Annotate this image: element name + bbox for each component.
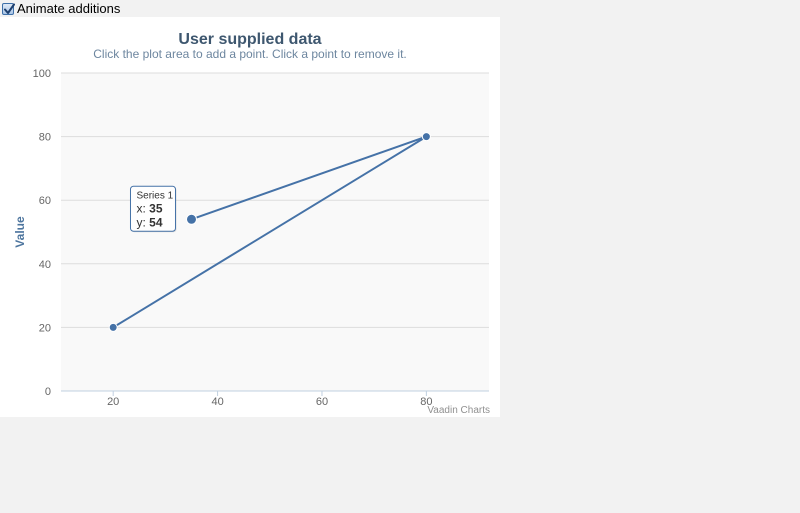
- tooltip-y-row: y: 54: [136, 215, 162, 229]
- data-point[interactable]: [185, 213, 197, 225]
- tooltip: Series 1x: 35y: 54: [129, 185, 177, 233]
- x-tick-label: 40: [211, 396, 223, 408]
- tooltip-x-row: x: 35: [136, 201, 162, 215]
- checkmark-icon: [4, 3, 15, 14]
- y-tick-label: 80: [39, 132, 51, 144]
- x-tick-label: 20: [107, 396, 119, 408]
- tooltip-box: [129, 185, 176, 232]
- toolbar: Animate additions: [0, 0, 120, 17]
- animate-additions-label: Animate additions: [17, 1, 121, 16]
- chart-svg: User supplied data Click the plot area t…: [13, 31, 490, 416]
- x-tick-label: 80: [420, 396, 432, 408]
- animate-additions-checkbox[interactable]: [2, 2, 15, 15]
- y-tick-label: 60: [39, 195, 51, 207]
- tooltip-series-label: Series 1: [136, 190, 173, 201]
- axes: 0 20 40 60 80 100 20 40 60 80: [33, 68, 433, 408]
- data-point[interactable]: [421, 132, 431, 142]
- plot-area[interactable]: [61, 73, 489, 391]
- y-axis-title: Value: [13, 216, 27, 248]
- x-tick-label: 60: [316, 396, 328, 408]
- chart-subtitle: Click the plot area to add a point. Clic…: [93, 47, 407, 61]
- series-layer: [108, 132, 431, 332]
- data-point[interactable]: [108, 322, 118, 332]
- y-tick-label: 40: [39, 259, 51, 271]
- y-tick-label: 20: [39, 322, 51, 334]
- credits-label[interactable]: Vaadin Charts: [427, 405, 490, 416]
- chart-title: User supplied data: [178, 31, 321, 48]
- y-tick-label: 0: [45, 386, 51, 398]
- chart-container: User supplied data Click the plot area t…: [0, 17, 500, 417]
- y-tick-label: 100: [33, 68, 51, 80]
